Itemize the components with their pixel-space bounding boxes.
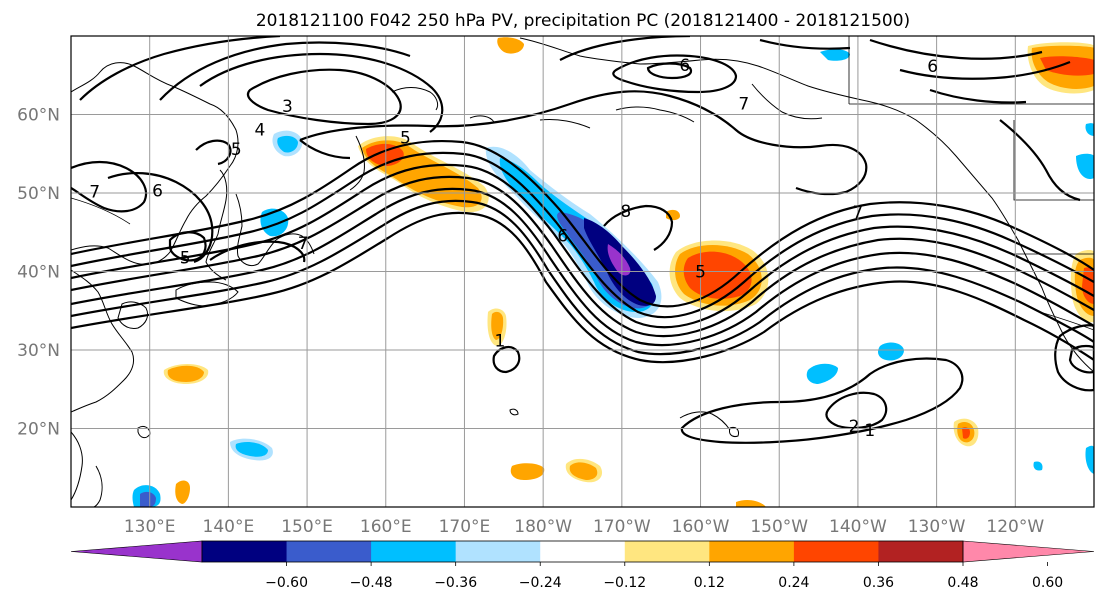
colorbar-tick-label: 0.60 (1032, 575, 1063, 591)
colorbar-segment (540, 541, 626, 562)
longitude-tick-label: 160°W (672, 517, 730, 537)
longitude-tick-labels: 130°E 140°E 150°E 160°E 170°E 180°W 170°W 160°W… (124, 517, 1045, 537)
latitude-tick-label: 20°N (17, 420, 60, 440)
colorbar-segment (709, 541, 795, 562)
contour-label: 5 (180, 248, 191, 268)
colorbar-tick-label: −0.48 (350, 575, 393, 591)
latitude-tick-label: 60°N (17, 106, 60, 126)
contour-label: 6 (152, 182, 163, 202)
longitude-tick-label: 130°W (908, 517, 966, 537)
colorbar-tick-label: 0.36 (863, 575, 894, 591)
latitude-tick-label: 50°N (17, 184, 60, 204)
contour-label: 7 (89, 182, 100, 202)
latitude-tick-label: 40°N (17, 263, 60, 283)
contour-label: 6 (679, 56, 690, 76)
contour-label: 4 (254, 120, 265, 140)
colorbar-segment (286, 541, 372, 562)
contour-label: 5 (400, 128, 411, 148)
contour-label: 7 (853, 203, 864, 223)
colorbar-tick-label: 0.12 (694, 575, 725, 591)
contour-label: 6 (927, 57, 938, 77)
longitude-tick-label: 120°W (986, 517, 1044, 537)
contour-label: 3 (282, 97, 293, 117)
longitude-tick-label: 170°W (593, 517, 651, 537)
colorbar-segment (371, 541, 457, 562)
colorbar-tick-label: −0.36 (434, 575, 477, 591)
colorbar-frame (201, 540, 964, 563)
figure-title: 2018121100 F042 250 hPa PV, precipitatio… (256, 11, 910, 31)
contour-label: 6 (557, 226, 568, 246)
longitude-tick-label: 180°W (514, 517, 572, 537)
colorbar-extend-low (70, 540, 203, 563)
longitude-tick-label: 150°E (281, 517, 333, 537)
colorbar-segment (624, 541, 710, 562)
latitude-tick-labels: 20°N 30°N 40°N 50°N 60°N (17, 106, 60, 440)
contour-label: 8 (620, 202, 631, 222)
colorbar-tick-label: −0.60 (265, 575, 308, 591)
colorbar-segment (878, 541, 964, 562)
colorbar-segment (793, 541, 879, 562)
contour-label: 7 (298, 234, 309, 254)
colorbar-segment (455, 541, 541, 562)
contour-label: 1 (494, 332, 505, 352)
map-frame (70, 35, 1095, 508)
longitude-tick-label: 130°E (124, 517, 176, 537)
colorbar-tick-label: 0.24 (778, 575, 809, 591)
longitude-tick-label: 160°E (360, 517, 412, 537)
contour-label: 5 (695, 263, 706, 283)
map-gridlines (71, 36, 1094, 507)
colorbar-segment (202, 541, 288, 562)
longitude-tick-label: 170°E (439, 517, 491, 537)
contour-label: 5 (231, 140, 242, 160)
contour-label: 1 (864, 421, 875, 441)
contour-label: 2 (849, 417, 860, 437)
latitude-tick-label: 30°N (17, 341, 60, 361)
precip-pc-shading (132, 37, 1094, 507)
contour-label: 7 (738, 95, 749, 115)
longitude-tick-label: 150°W (750, 517, 808, 537)
colorbar-tick-label: −0.24 (519, 575, 562, 591)
colorbar-tick-label: 0.48 (947, 575, 978, 591)
colorbar-tick-label: −0.12 (603, 575, 646, 591)
colorbar: −0.60 −0.48 −0.36 −0.24 −0.12 0.12 0.24 0.36 0.4… (70, 540, 1095, 591)
longitude-tick-label: 140°E (203, 517, 255, 537)
longitude-tick-label: 140°W (829, 517, 887, 537)
colorbar-extend-high (962, 540, 1095, 563)
